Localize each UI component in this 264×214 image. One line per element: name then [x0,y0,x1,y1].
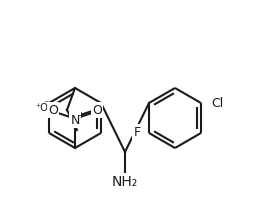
Text: O: O [92,104,102,116]
Text: NH₂: NH₂ [112,175,138,189]
Text: N: N [70,113,80,126]
Text: O: O [48,104,58,116]
Text: +: + [78,110,84,119]
Text: Cl: Cl [211,97,223,110]
Text: ⁺O: ⁺O [35,103,48,113]
Text: ⁻: ⁻ [44,99,49,109]
Text: F: F [134,126,141,140]
